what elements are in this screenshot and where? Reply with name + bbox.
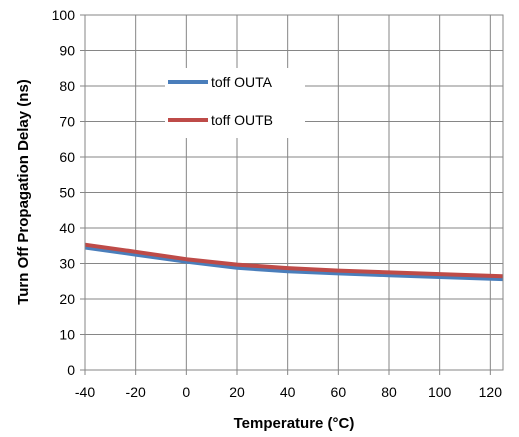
legend-label-toff-outb: toff OUTB: [211, 112, 273, 128]
series-line-toff-outa: [84, 245, 504, 282]
series-lines: [84, 242, 504, 282]
x-tick-label: 60: [331, 384, 347, 400]
x-tick-label: 40: [280, 384, 296, 400]
x-tick-label: 100: [428, 384, 452, 400]
y-tick-label: 30: [59, 256, 75, 272]
y-tick-label: 40: [59, 220, 75, 236]
plot-area-border: [84, 14, 504, 371]
y-tick-label: 20: [59, 291, 75, 307]
y-tick-label: 70: [59, 114, 75, 130]
x-tick-label: -20: [126, 384, 146, 400]
x-tick-label: 20: [229, 384, 245, 400]
legend-label-toff-outa: toff OUTA: [211, 74, 273, 90]
y-tick-label: 0: [67, 362, 75, 378]
x-tick-labels: -40 -20 0 20 40 60 80 100 120: [75, 384, 502, 400]
x-axis-title: Temperature (°C): [234, 415, 355, 432]
y-tick-label: 90: [59, 43, 75, 59]
series-line-toff-outb: [84, 242, 504, 279]
x-tick-label: 80: [381, 384, 397, 400]
x-tick-label: 0: [182, 384, 190, 400]
y-tick-label: 60: [59, 149, 75, 165]
x-tick-label: -40: [75, 384, 95, 400]
legend: toff OUTA toff OUTB: [165, 68, 305, 138]
x-tick-label: 120: [479, 384, 503, 400]
y-axis-title: Turn Off Propagation Delay (ns): [15, 79, 32, 305]
y-tick-label: 100: [52, 7, 76, 23]
y-tick-label: 10: [59, 327, 75, 343]
y-tick-labels: 0 10 20 30 40 50 60 70 80 90 100: [52, 7, 76, 378]
y-tick-label: 50: [59, 185, 75, 201]
y-tick-label: 80: [59, 78, 75, 94]
legend-background: [165, 68, 305, 138]
